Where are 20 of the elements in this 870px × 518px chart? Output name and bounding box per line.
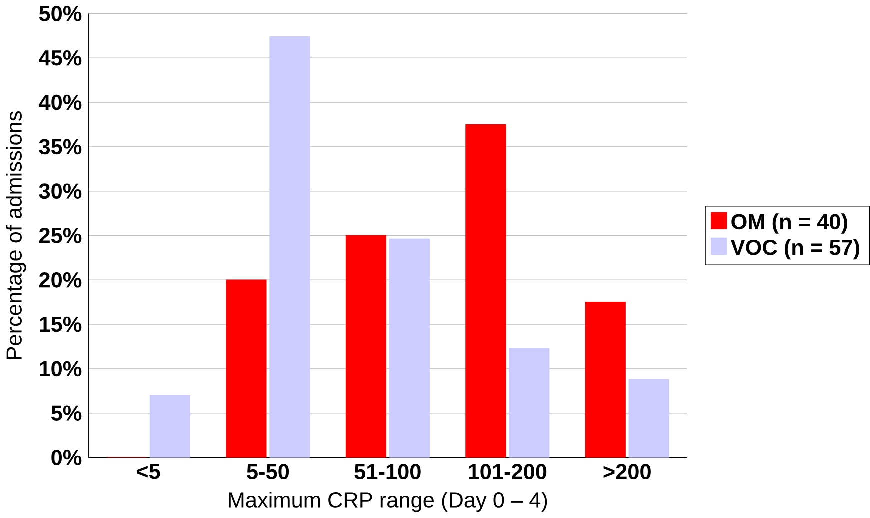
y-tick-label: 40%	[39, 94, 82, 110]
x-tick-label: >200	[604, 464, 651, 480]
y-tick-label: 0%	[52, 450, 82, 466]
y-tick-label: 35%	[39, 139, 82, 155]
x-tick-label: <5	[137, 464, 160, 480]
y-tick-label: 45%	[39, 50, 82, 66]
x-axis-title: Maximum CRP range (Day 0 – 4)	[229, 492, 548, 512]
x-tick-label: 5-50	[247, 464, 290, 480]
y-tick-label: 10%	[40, 361, 82, 377]
legend-label: OM (n = 40)	[732, 214, 848, 234]
y-tick-label: 20%	[39, 272, 82, 288]
y-axis-title: Percentage of admissions	[6, 111, 26, 359]
y-tick-label: 50%	[39, 6, 82, 22]
legend-label: VOC (n = 57)	[730, 239, 860, 260]
y-tick-label: 5%	[51, 406, 82, 421]
y-tick-label: 25%	[39, 228, 82, 244]
y-tick-label: 30%	[39, 184, 82, 199]
x-tick-label: 101-200	[469, 464, 547, 480]
y-tick-label: 15%	[40, 316, 82, 332]
x-tick-label: 51-100	[354, 464, 421, 480]
